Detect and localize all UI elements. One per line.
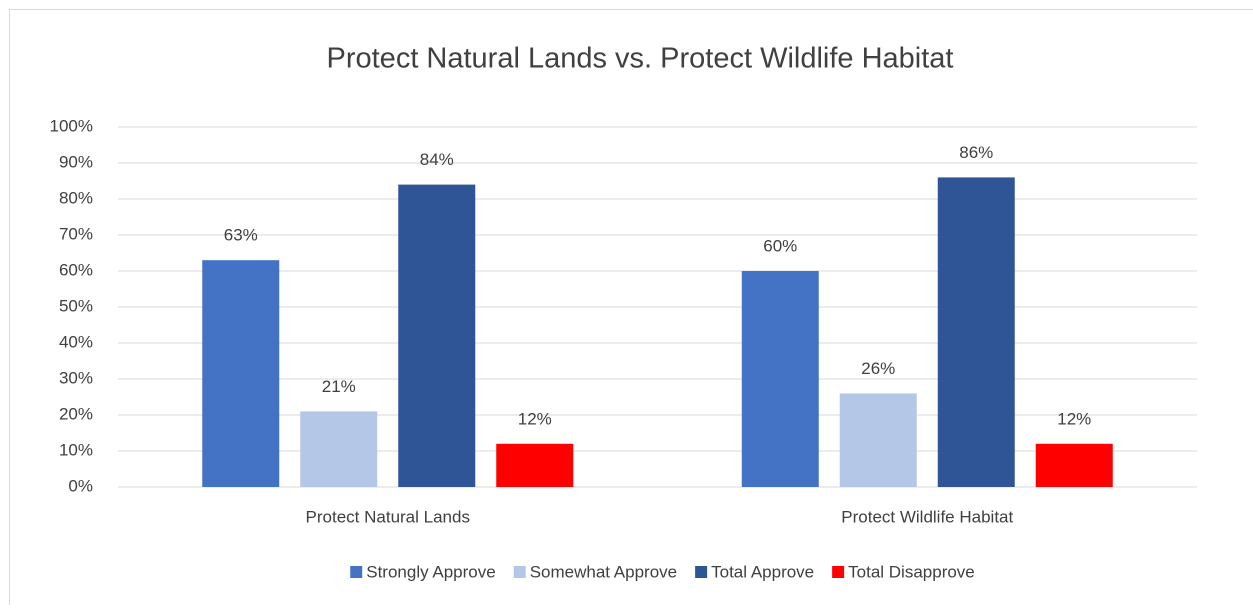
value-label: 60%: [763, 236, 797, 255]
y-tick-label: 80%: [59, 188, 93, 207]
legend-label: Somewhat Approve: [530, 562, 677, 581]
x-tick-label: Protect Natural Lands: [306, 507, 470, 526]
y-tick-label: 60%: [59, 260, 93, 279]
value-label: 63%: [224, 226, 258, 245]
y-tick-label: 50%: [59, 296, 93, 315]
y-tick-label: 20%: [59, 404, 93, 423]
bar: [496, 444, 573, 487]
x-tick-label: Protect Wildlife Habitat: [841, 507, 1013, 526]
chart-title: Protect Natural Lands vs. Protect Wildli…: [327, 43, 954, 75]
y-tick-label: 40%: [59, 332, 93, 351]
legend-label: Strongly Approve: [366, 562, 495, 581]
y-tick-label: 90%: [59, 152, 93, 171]
value-label: 21%: [322, 377, 356, 396]
y-tick-label: 100%: [50, 116, 93, 135]
bar: [840, 393, 917, 487]
legend-swatch: [350, 566, 362, 578]
value-label: 12%: [1057, 409, 1091, 428]
bar: [202, 260, 279, 487]
legend-swatch: [832, 566, 844, 578]
legend-label: Total Approve: [711, 562, 814, 581]
y-tick-label: 30%: [59, 368, 93, 387]
value-label: 26%: [861, 359, 895, 378]
value-label: 84%: [420, 150, 454, 169]
bar: [398, 185, 475, 487]
bar: [938, 177, 1015, 487]
value-label: 86%: [959, 143, 993, 162]
bar: [742, 271, 819, 487]
legend-swatch: [514, 566, 526, 578]
y-tick-label: 10%: [59, 440, 93, 459]
legend-label: Total Disapprove: [848, 562, 975, 581]
y-tick-label: 0%: [68, 476, 93, 495]
value-label: 12%: [518, 409, 552, 428]
legend-swatch: [695, 566, 707, 578]
bar: [1036, 444, 1113, 487]
bar: [300, 411, 377, 487]
y-tick-label: 70%: [59, 224, 93, 243]
